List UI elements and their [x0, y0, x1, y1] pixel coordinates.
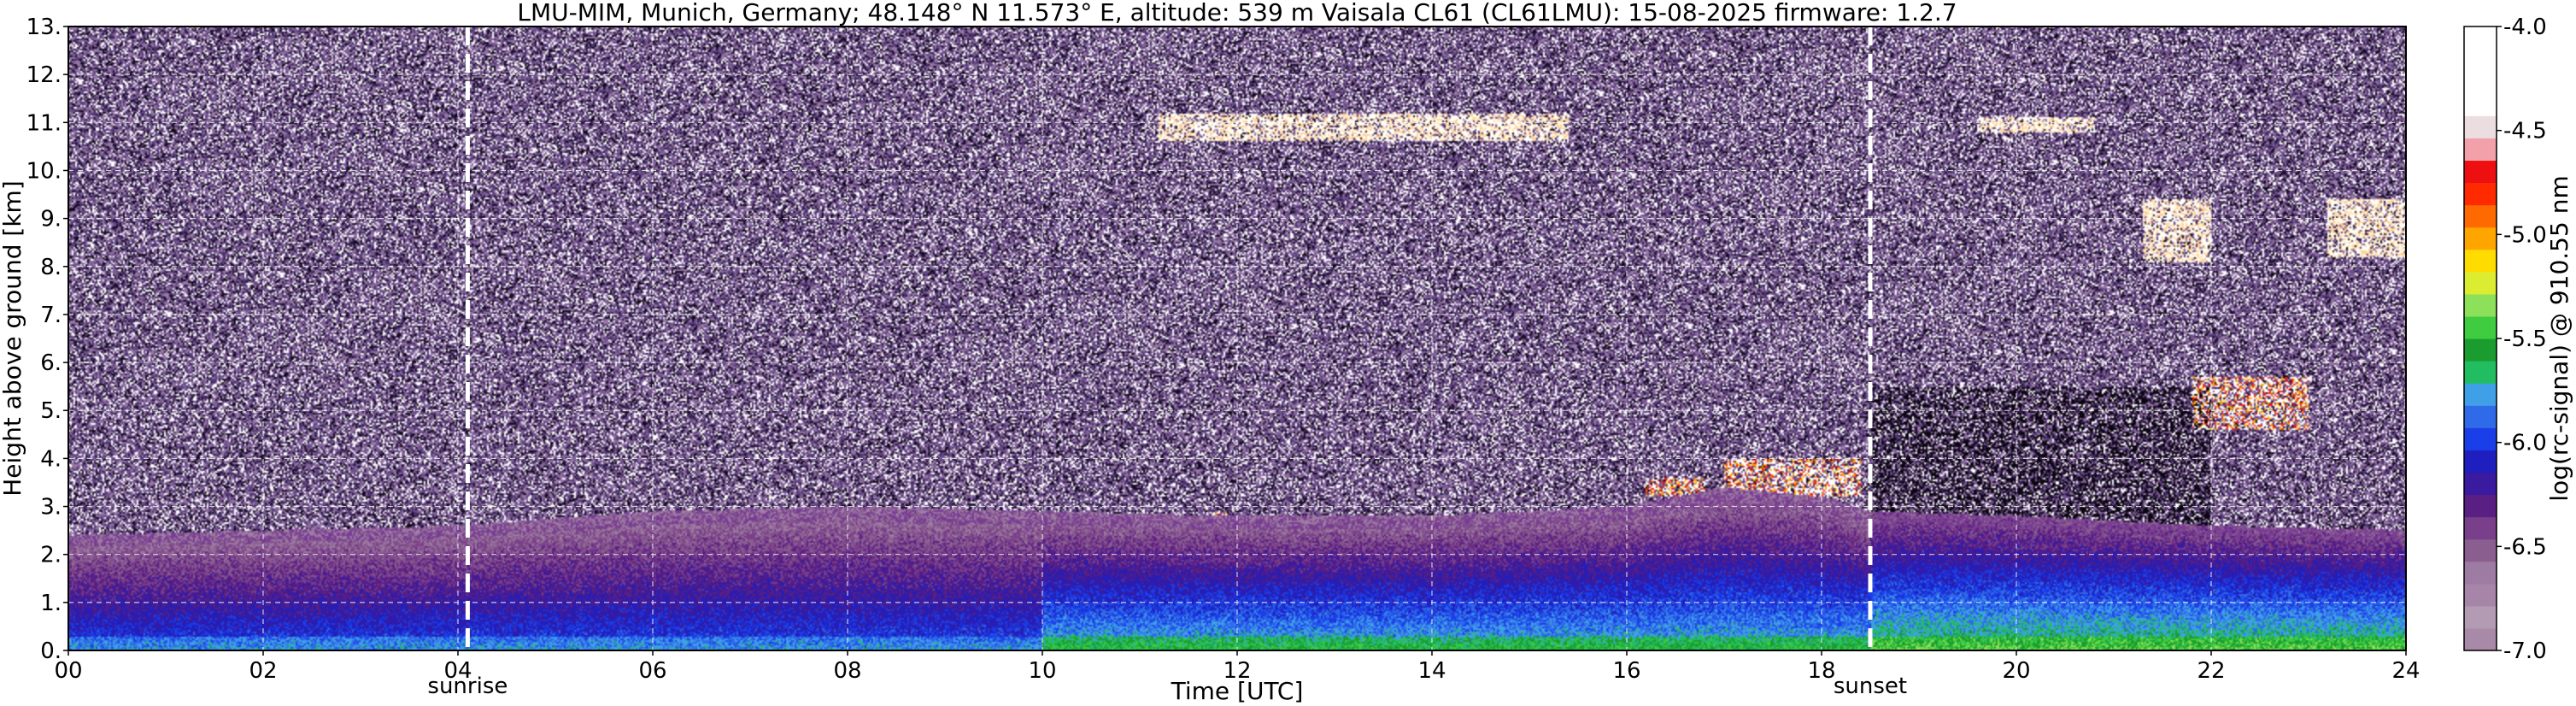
y-tick-label: 4. [40, 446, 62, 472]
colorbar-tick-label: -6.0 [2503, 431, 2547, 456]
x-tick-label: 12 [1223, 658, 1251, 684]
x-tick-label: 20 [2002, 658, 2030, 684]
y-tick-label: 11. [26, 110, 62, 136]
colorbar-segment [2464, 427, 2497, 450]
colorbar: -4.0 -4.5 -5.0 -5.5 -6.0 -6.5 -7.0 log(rc-sign… [2463, 15, 2573, 664]
colorbar-segment [2464, 583, 2497, 607]
y-tick-label: 3. [40, 495, 62, 521]
colorbar-segment [2464, 49, 2497, 72]
x-tick-label: 14 [1417, 658, 1446, 684]
colorbar-segment [2464, 115, 2497, 138]
y-axis-label: Height above ground [km] [0, 180, 26, 497]
x-tick-label: 08 [833, 658, 861, 684]
y-tick-label: 2. [40, 543, 62, 568]
colorbar-tick-label: -4.5 [2503, 119, 2547, 144]
colorbar-segment [2464, 26, 2497, 50]
colorbar-segment [2464, 361, 2497, 384]
colorbar-segment [2464, 450, 2497, 474]
grid-lines [68, 26, 2406, 650]
y-tick-label: 13. [26, 15, 62, 40]
colorbar-segment [2464, 293, 2497, 317]
chart-title: LMU-MIM, Munich, Germany; 48.148° N 11.5… [517, 0, 1957, 26]
x-tick-label: 06 [638, 658, 666, 684]
colorbar-segment [2464, 605, 2497, 629]
colorbar-ticks: -4.0 -4.5 -5.0 -5.5 -6.0 -6.5 -7.0 [2497, 15, 2547, 664]
x-tick-label: 16 [1612, 658, 1640, 684]
colorbar-tick-label: -5.0 [2503, 222, 2547, 248]
colorbar-segment [2464, 160, 2497, 184]
x-axis-ticks: 00 02 04 06 08 10 12 14 16 18 20 22 24 [54, 650, 2421, 684]
x-tick-label: 00 [54, 658, 82, 684]
colorbar-tick-label: -4.0 [2503, 15, 2547, 40]
colorbar-segments [2464, 26, 2497, 651]
y-axis-ticks: 0. 1. 2. 3. 4. 5. 6. 7. 8. 9. 10. 11. 12. 13. [26, 15, 68, 664]
colorbar-segment [2464, 93, 2497, 116]
colorbar-segment [2464, 561, 2497, 585]
colorbar-tick-label: -7.0 [2503, 638, 2547, 664]
sun-markers [465, 26, 1873, 650]
sun-annotations: sunrise sunset [427, 674, 1907, 699]
sunrise-label: sunrise [427, 674, 508, 699]
y-tick-label: 12. [26, 62, 62, 88]
x-tick-label: 10 [1028, 658, 1056, 684]
colorbar-segment [2464, 204, 2497, 228]
colorbar-segment [2464, 138, 2497, 162]
colorbar-label: log(rc-signal) @ 910.55 nm [2545, 175, 2573, 501]
y-tick-label: 1. [40, 591, 62, 616]
x-tick-label: 04 [443, 658, 472, 684]
x-tick-label: 22 [2197, 658, 2225, 684]
colorbar-segment [2464, 227, 2497, 250]
colorbar-segment [2464, 71, 2497, 94]
x-axis-label: Time [UTC] [1171, 677, 1304, 705]
colorbar-segment [2464, 182, 2497, 206]
y-tick-label: 5. [40, 398, 62, 424]
colorbar-tick-label: -6.5 [2503, 534, 2547, 560]
y-tick-label: 9. [40, 207, 62, 232]
colorbar-segment [2464, 249, 2497, 273]
colorbar-segment [2464, 383, 2497, 406]
sunset-label: sunset [1834, 674, 1907, 699]
colorbar-segment [2464, 338, 2497, 362]
x-tick-label: 02 [249, 658, 277, 684]
colorbar-segment [2464, 271, 2497, 295]
y-tick-label: 10. [26, 158, 62, 184]
colorbar-segment [2464, 405, 2497, 428]
plot-area [67, 26, 2407, 651]
colorbar-segment [2464, 627, 2497, 651]
colorbar-segment [2464, 494, 2497, 518]
y-tick-label: 8. [40, 255, 62, 280]
colorbar-segment [2464, 472, 2497, 496]
x-tick-label: 18 [1807, 658, 1835, 684]
y-tick-label: 6. [40, 350, 62, 376]
colorbar-segment [2464, 538, 2497, 562]
colorbar-tick-label: -5.5 [2503, 327, 2547, 352]
colorbar-segment [2464, 315, 2497, 339]
x-tick-label: 24 [2391, 658, 2420, 684]
y-tick-label: 7. [40, 303, 62, 328]
y-tick-label: 0. [40, 638, 62, 664]
colorbar-segment [2464, 516, 2497, 540]
